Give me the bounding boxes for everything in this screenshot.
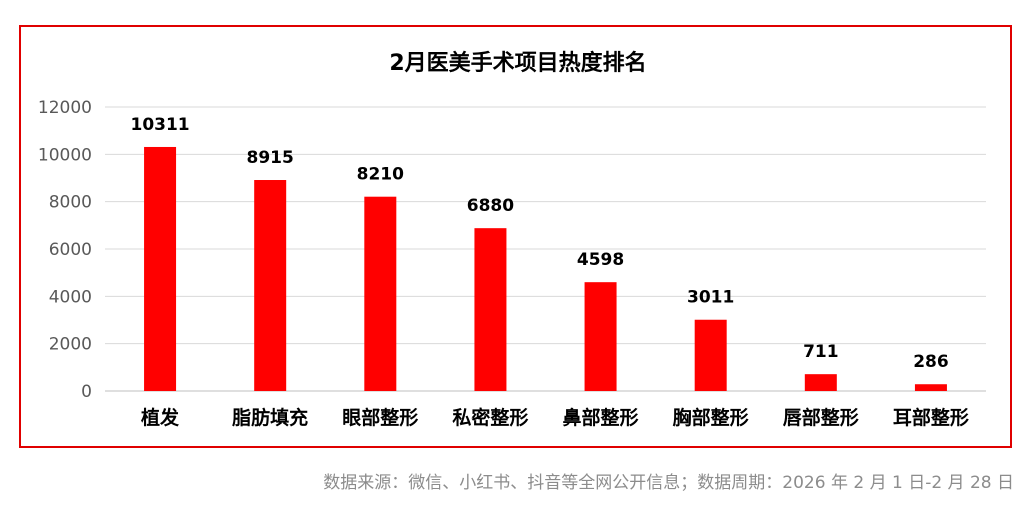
y-tick-label: 6000: [49, 240, 92, 260]
x-tick-label: 植发: [141, 406, 180, 429]
bar: [364, 196, 397, 391]
y-tick-label: 4000: [49, 287, 92, 307]
bar: [804, 374, 837, 391]
data-label: 6880: [467, 196, 514, 216]
y-tick-label: 10000: [38, 145, 92, 165]
bar: [914, 384, 947, 391]
x-tick-label: 胸部整形: [673, 406, 749, 429]
data-label: 4598: [577, 250, 624, 270]
bar: [474, 228, 507, 391]
y-tick-label: 2000: [49, 335, 92, 355]
data-source-note: 数据来源：微信、小红书、抖音等全网公开信息；数据周期：2026 年 2 月 1 …: [323, 473, 1014, 493]
data-label: 286: [913, 352, 949, 372]
y-tick-label: 0: [81, 382, 92, 402]
bar: [584, 282, 617, 391]
chart-title: 2月医美手术项目热度排名: [389, 51, 647, 76]
x-tick-label: 耳部整形: [893, 406, 969, 429]
data-label: 8915: [247, 148, 294, 168]
bar: [144, 146, 177, 391]
x-tick-label: 眼部整形: [342, 406, 418, 429]
x-tick-label: 唇部整形: [783, 406, 859, 429]
x-tick-label: 私密整形: [452, 406, 528, 429]
x-tick-label: 鼻部整形: [563, 406, 639, 429]
bar: [694, 319, 727, 391]
data-label: 3011: [687, 288, 734, 308]
data-label: 711: [803, 342, 839, 362]
y-tick-label: 12000: [38, 98, 92, 118]
y-tick-label: 8000: [49, 193, 92, 213]
data-label: 10311: [130, 115, 189, 135]
chart-frame: [19, 25, 1012, 448]
bar: [254, 180, 287, 391]
data-label: 8210: [357, 165, 404, 185]
x-tick-label: 脂肪填充: [232, 406, 308, 429]
